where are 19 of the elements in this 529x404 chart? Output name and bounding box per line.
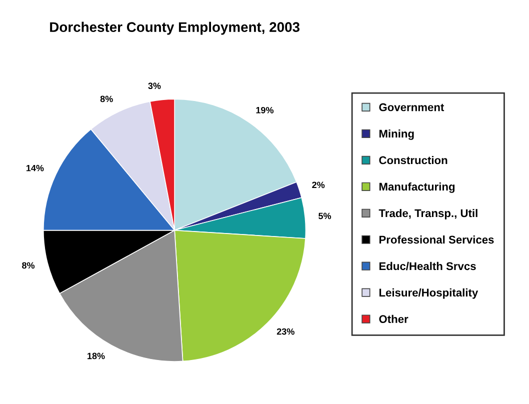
legend-label: Government [379,103,444,112]
legend-label: Other [379,314,408,324]
legend-label: Professional Services [379,235,494,244]
data-label: 5% [318,212,332,220]
data-label: 8% [100,96,113,102]
data-label: 3% [148,82,161,90]
data-label: 18% [88,352,105,360]
data-label: 19% [256,106,274,114]
data-label: 8% [22,262,35,269]
legend-label: Educ/Health Srvcs [379,262,476,270]
data-label: 23% [276,328,294,335]
data-label: 14% [26,164,44,172]
legend-label: Mining [379,129,414,140]
legend-label: Trade, Transp., Util [378,208,478,220]
legend-label: Manufacturing [379,182,455,193]
legend-label: Construction [379,156,448,164]
data-label: 2% [312,182,325,188]
chart-title: Dorchester County Employment, 2003 [50,22,300,35]
legend-label: Leisure/Hospitality [379,288,478,299]
